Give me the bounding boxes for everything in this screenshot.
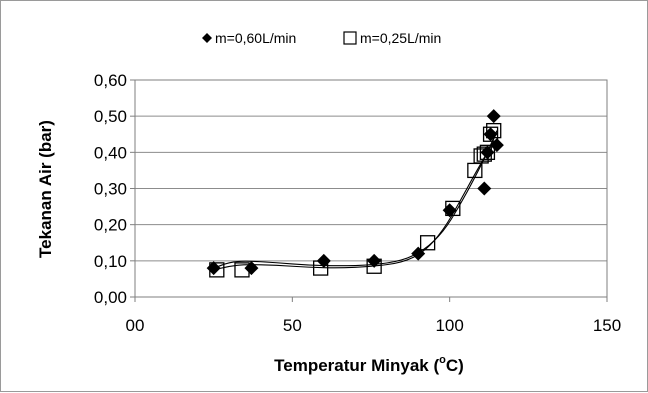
data-point-square: [476, 146, 492, 162]
y-axis-title: Tekanan Air (bar): [36, 120, 55, 258]
legend: m=0,60L/min m=0,25L/min: [202, 30, 441, 46]
y-tick-label: 0,10: [94, 252, 127, 271]
data-point-diamond: [486, 109, 501, 124]
legend-item-series-2: m=0,25L/min: [343, 30, 441, 46]
data-point-square: [486, 122, 502, 139]
data-point-square: [482, 126, 499, 142]
y-tick-label: 0,60: [94, 71, 127, 90]
data-point-square: [473, 148, 489, 164]
x-axis-title-tail: C): [446, 356, 464, 375]
y-tick-label: 0,20: [94, 216, 127, 235]
x-tick-label: 50: [283, 316, 302, 335]
data-point-square: [234, 262, 250, 278]
x-axis-title: Temperatur Minyak (oC): [274, 354, 464, 375]
legend-label-series-2: m=0,25L/min: [360, 30, 441, 46]
x-tick-label: 00: [126, 316, 145, 335]
data-point-square: [419, 235, 436, 251]
data-point-square: [366, 258, 382, 274]
legend-marker-square-icon: [343, 31, 357, 45]
legend-marker-diamond-icon: [202, 33, 212, 43]
legend-item-series-1: m=0,60L/min: [202, 30, 296, 46]
trendline-layer: [213, 130, 498, 271]
x-axis-title-main: Temperatur Minyak (: [274, 356, 439, 375]
trendline-1: [213, 130, 498, 269]
data-point-diamond: [483, 127, 498, 142]
data-point-square: [209, 262, 225, 278]
data-point-diamond: [244, 261, 259, 276]
tick-label-layer: 0,00 0,10 0,20 0,30 0,40 0,50 0,60 00 50 100 150: [94, 71, 621, 335]
data-point-diamond: [477, 181, 492, 196]
x-tick-label: 150: [593, 316, 621, 335]
y-tick-label: 0,30: [94, 180, 127, 199]
data-point-diamond: [367, 253, 382, 268]
y-tick-label: 0,00: [94, 288, 127, 307]
y-tick-label: 0,40: [94, 143, 127, 162]
data-point-square: [445, 200, 461, 217]
x-axis-title-sup: o: [439, 354, 446, 366]
data-point-square: [313, 260, 329, 276]
marker-layer: [206, 109, 504, 278]
data-point-diamond: [411, 246, 426, 261]
y-tick-label: 0,50: [94, 107, 127, 126]
data-point-square: [479, 144, 496, 160]
legend-label-series-1: m=0,60L/min: [215, 30, 296, 46]
x-tick-label: 100: [435, 316, 463, 335]
grid-layer: [135, 115, 607, 262]
